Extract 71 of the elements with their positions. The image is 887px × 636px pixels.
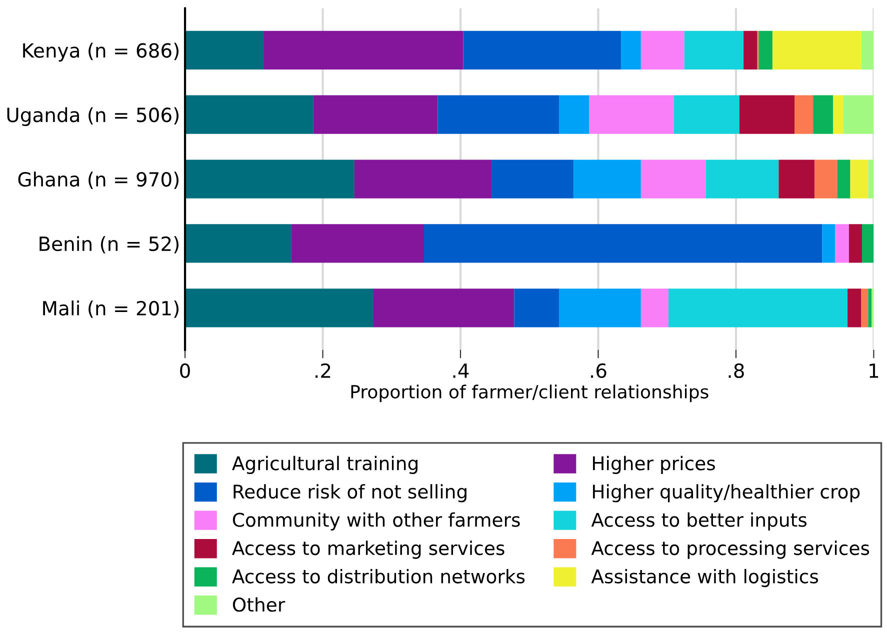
bar: [185, 288, 374, 328]
bar: [313, 95, 438, 134]
bar: [558, 95, 590, 134]
legend-label: Access to distribution networks: [232, 568, 525, 584]
bar: [684, 30, 744, 70]
bar: [868, 288, 872, 328]
y-tick-label: Uganda (n = 506): [7, 107, 178, 126]
bar: [739, 95, 794, 134]
bar: [185, 160, 354, 198]
x-tick-label: .2: [316, 363, 330, 378]
bar: [862, 224, 874, 263]
bar: [424, 224, 822, 263]
bar: [794, 95, 814, 134]
legend-label: Agricultural training: [232, 456, 418, 474]
y-tick-label: Benin (n = 52): [40, 236, 178, 254]
bar: [868, 160, 874, 198]
bar: [778, 160, 814, 198]
bar: [674, 95, 740, 134]
legend-label: Access to marketing services: [232, 540, 504, 559]
legend-label: Access to processing services: [591, 540, 870, 559]
bar: [848, 224, 862, 263]
y-tick-label: Mali (n = 201): [43, 300, 178, 318]
bar: [848, 288, 862, 328]
bar: [706, 160, 779, 198]
bar: [491, 160, 574, 198]
bar: [772, 30, 862, 70]
bar: [822, 224, 836, 263]
bar: [744, 30, 758, 70]
x-tick-label: 0: [180, 363, 190, 378]
bar: [463, 30, 621, 70]
bar: [573, 160, 641, 198]
bar: [813, 95, 834, 134]
bar: [850, 160, 868, 198]
bar: [861, 30, 874, 70]
legend-label: Higher quality/healthier crop: [592, 484, 860, 502]
bar: [861, 288, 868, 328]
x-tick-label: .6: [591, 363, 606, 378]
bar: [640, 288, 668, 328]
bar: [558, 288, 641, 328]
bar: [814, 160, 838, 198]
legend-label: Community with other farmers: [232, 512, 520, 531]
legend-label: Assistance with logistics: [591, 568, 818, 588]
x-axis-title: Proportion of farmer/client relationships: [351, 384, 708, 402]
bar: [291, 224, 424, 263]
legend-label: Access to better inputs: [591, 512, 807, 531]
bar: [438, 95, 559, 134]
legend-label: Reduce risk of not selling: [234, 484, 466, 502]
bar: [640, 30, 684, 70]
bar: [589, 95, 674, 134]
bar: [185, 30, 264, 70]
bar: [758, 30, 772, 70]
y-tick-label: Ghana (n = 970): [18, 172, 178, 189]
bar: [185, 95, 314, 134]
y-tick-label: Kenya (n = 686): [23, 42, 178, 62]
bar: [373, 288, 514, 328]
x-tick-label: .4: [453, 364, 469, 378]
bar: [668, 288, 848, 328]
bar: [264, 30, 464, 70]
legend-label: Other: [232, 597, 286, 612]
bar: [185, 224, 292, 263]
bar: [837, 160, 850, 198]
x-tick-label: 1: [870, 364, 878, 378]
bar: [833, 95, 844, 134]
x-tick-label: .8: [728, 363, 744, 378]
bar: [640, 160, 706, 198]
bar: [620, 30, 641, 70]
bar: [514, 288, 559, 328]
bar: [354, 160, 492, 198]
bar: [843, 95, 874, 134]
bar: [835, 224, 849, 263]
legend-label: Higher prices: [592, 456, 715, 474]
